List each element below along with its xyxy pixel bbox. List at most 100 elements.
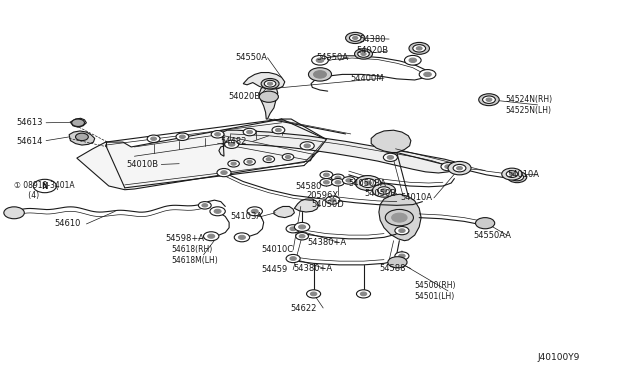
Circle shape	[72, 119, 84, 126]
Circle shape	[308, 68, 332, 81]
Circle shape	[395, 227, 409, 235]
Circle shape	[479, 94, 499, 106]
Text: 54010B: 54010B	[127, 160, 159, 169]
Circle shape	[314, 71, 326, 78]
Circle shape	[76, 133, 88, 141]
Circle shape	[243, 128, 256, 136]
Circle shape	[275, 128, 282, 132]
Circle shape	[247, 207, 262, 216]
Text: 54550A: 54550A	[316, 53, 348, 62]
Circle shape	[264, 80, 276, 87]
Circle shape	[349, 35, 361, 41]
Circle shape	[417, 47, 422, 50]
Circle shape	[259, 91, 278, 102]
Circle shape	[378, 187, 390, 194]
Circle shape	[290, 257, 296, 260]
Polygon shape	[70, 118, 86, 127]
Text: 54010A: 54010A	[401, 193, 433, 202]
Circle shape	[234, 233, 250, 242]
Circle shape	[508, 171, 527, 183]
Circle shape	[225, 140, 239, 148]
Text: 54613: 54613	[16, 118, 42, 127]
Circle shape	[511, 173, 524, 181]
Circle shape	[330, 198, 336, 202]
Circle shape	[399, 229, 405, 232]
Circle shape	[361, 52, 366, 55]
Text: 54380+A: 54380+A	[307, 238, 346, 247]
Circle shape	[147, 135, 160, 142]
Circle shape	[385, 209, 413, 226]
Text: J40100Y9: J40100Y9	[538, 353, 580, 362]
Circle shape	[355, 49, 372, 59]
Circle shape	[244, 158, 255, 165]
Circle shape	[360, 179, 376, 187]
Circle shape	[217, 169, 231, 177]
Text: 54103A: 54103A	[230, 212, 262, 221]
Circle shape	[326, 196, 340, 204]
Circle shape	[395, 252, 409, 260]
Circle shape	[388, 257, 407, 268]
Circle shape	[320, 179, 333, 186]
Circle shape	[392, 213, 407, 222]
Text: 54500(RH)
54501(LH): 54500(RH) 54501(LH)	[415, 281, 456, 301]
Text: 54482: 54482	[221, 137, 247, 146]
Circle shape	[353, 36, 358, 39]
Text: 54020B: 54020B	[356, 46, 388, 55]
Circle shape	[342, 177, 355, 184]
Polygon shape	[243, 73, 285, 89]
Circle shape	[365, 181, 371, 185]
Text: ① 08918-3401A
      (4): ① 08918-3401A (4)	[14, 181, 75, 200]
Circle shape	[176, 133, 189, 141]
Circle shape	[404, 55, 421, 65]
Circle shape	[290, 227, 296, 231]
Circle shape	[413, 45, 426, 52]
Text: 54598+A: 54598+A	[165, 234, 204, 243]
Circle shape	[300, 142, 314, 150]
Text: 54050B: 54050B	[365, 189, 397, 198]
Circle shape	[208, 234, 214, 238]
Circle shape	[198, 202, 211, 209]
Circle shape	[268, 82, 273, 85]
Circle shape	[372, 184, 396, 197]
Text: 54588: 54588	[379, 264, 405, 273]
Circle shape	[383, 153, 397, 161]
Text: N: N	[42, 182, 48, 190]
Circle shape	[221, 171, 227, 174]
Circle shape	[424, 72, 431, 77]
Text: 54610: 54610	[54, 219, 81, 228]
Text: 54010A: 54010A	[507, 170, 539, 179]
Circle shape	[320, 171, 333, 179]
Circle shape	[286, 254, 300, 263]
Circle shape	[204, 232, 219, 241]
Circle shape	[304, 144, 310, 148]
Circle shape	[282, 154, 294, 160]
Circle shape	[457, 166, 463, 170]
Circle shape	[316, 58, 324, 62]
Circle shape	[310, 292, 317, 296]
Polygon shape	[219, 130, 458, 173]
Text: 54380: 54380	[360, 35, 386, 44]
Circle shape	[179, 135, 186, 138]
Circle shape	[381, 189, 387, 192]
Circle shape	[419, 70, 436, 79]
Text: 54580: 54580	[296, 182, 322, 190]
Circle shape	[228, 142, 235, 146]
Circle shape	[272, 126, 285, 134]
Circle shape	[399, 254, 405, 258]
Polygon shape	[77, 119, 330, 190]
Circle shape	[346, 179, 352, 182]
Circle shape	[261, 78, 279, 89]
Circle shape	[151, 137, 156, 141]
Circle shape	[355, 176, 381, 190]
Text: 54050D: 54050D	[311, 200, 344, 209]
Circle shape	[502, 168, 522, 180]
Circle shape	[445, 165, 451, 169]
Text: 54622: 54622	[290, 304, 316, 312]
Circle shape	[307, 290, 321, 298]
Circle shape	[214, 209, 221, 213]
Circle shape	[231, 162, 236, 165]
Circle shape	[335, 181, 341, 184]
Polygon shape	[259, 84, 278, 119]
Text: 54614: 54614	[16, 137, 42, 146]
Circle shape	[296, 232, 308, 240]
